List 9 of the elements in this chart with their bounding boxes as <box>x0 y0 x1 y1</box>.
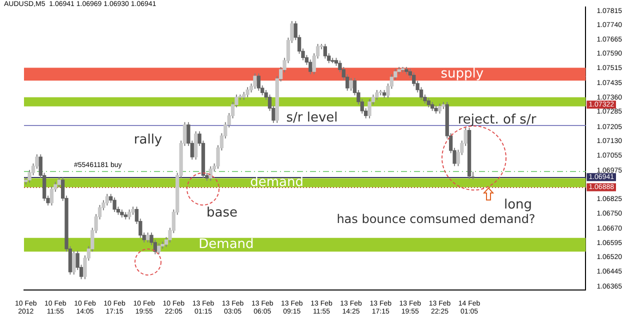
annotation: base <box>206 205 238 220</box>
annotation: reject. of s/r <box>458 112 537 128</box>
annotation: rally <box>134 132 162 148</box>
band-label: demand <box>250 175 304 190</box>
annotation: long <box>504 197 532 212</box>
band-label: Demand <box>198 237 254 252</box>
band-label: supply <box>440 66 484 82</box>
annotation: has bounce comsumed demand? <box>336 212 536 226</box>
annotation: s/r level <box>286 110 338 126</box>
